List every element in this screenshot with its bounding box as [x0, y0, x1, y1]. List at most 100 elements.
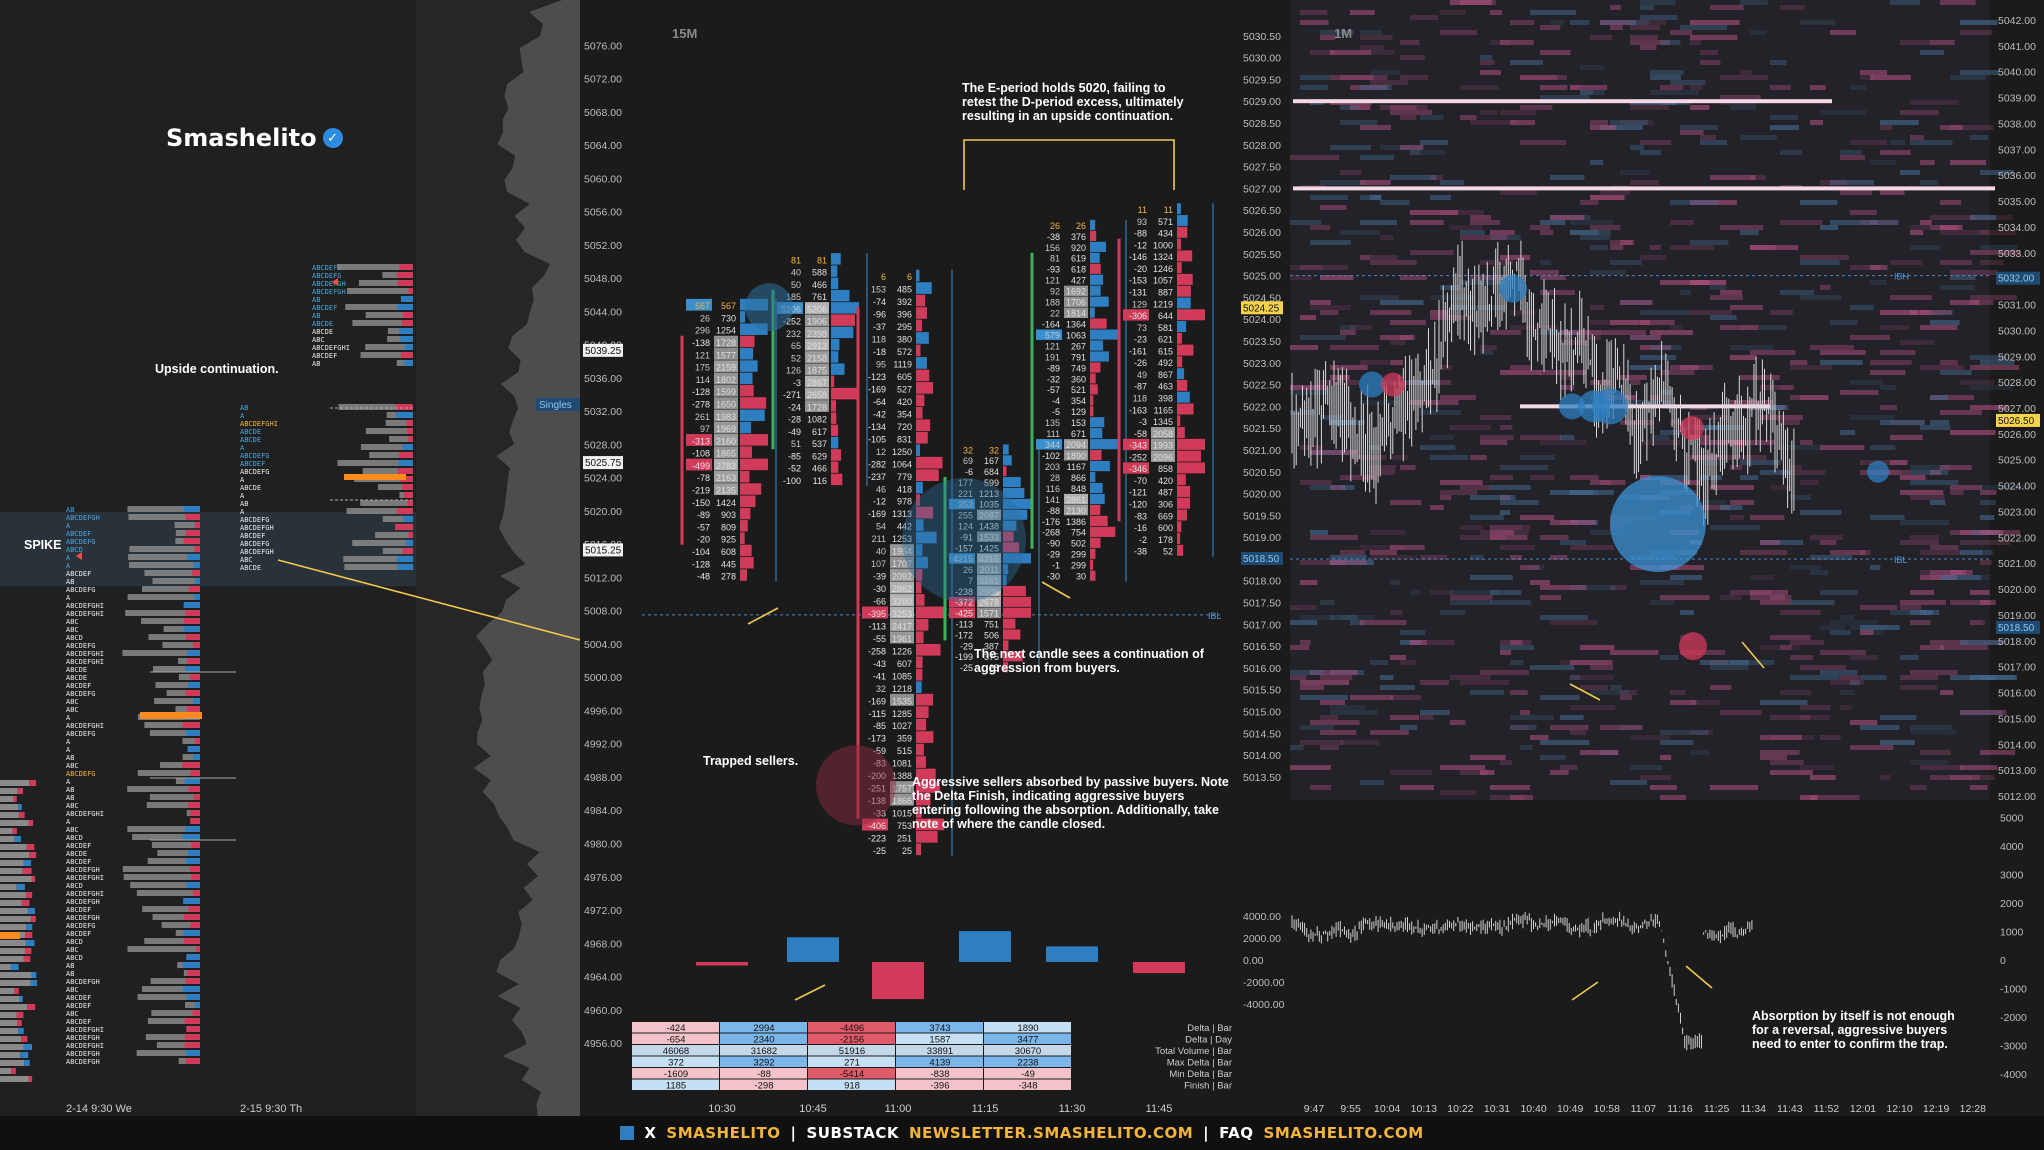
heatmap-cell — [1720, 595, 1742, 600]
delta-highlight — [1123, 438, 1149, 451]
stats-value: 271 — [844, 1058, 860, 1069]
heatmap-cell — [1860, 220, 1898, 225]
profile-bar — [0, 1076, 29, 1082]
heatmap-cell — [1330, 485, 1346, 490]
profile-delta-bar — [31, 876, 36, 882]
heatmap-cell — [1910, 725, 1952, 730]
heatmap-cell — [1580, 645, 1615, 650]
heatmap-cell — [1780, 470, 1826, 475]
heatmap-cell — [1290, 765, 1331, 770]
cell-volume: 751 — [984, 619, 999, 629]
heatmap-cell — [1440, 790, 1477, 795]
price-tick-label: 5064.00 — [584, 140, 622, 152]
tpo-letters: ABCDE — [66, 674, 87, 682]
heatmap-cell — [1950, 430, 1996, 435]
price-tick-label: 5015.00 — [1243, 707, 1281, 719]
tpo-letters: A — [66, 714, 71, 722]
heatmap-cell — [1970, 385, 2013, 390]
profile-bar — [337, 460, 413, 466]
cell-volume: 1285 — [892, 709, 912, 719]
cell-volume: 537 — [812, 439, 827, 449]
tpo-letters: ABCDE — [312, 320, 333, 328]
heatmap-cell — [1490, 330, 1521, 335]
imbalance-bar — [1003, 662, 1009, 673]
stats-row-label: Finish | Bar — [1184, 1081, 1232, 1092]
heatmap-cell — [1660, 755, 1672, 760]
cell-delta: 129 — [1132, 299, 1147, 309]
heatmap-cell — [1480, 260, 1514, 265]
tpo-letters: ABCD — [66, 634, 83, 642]
cell-delta: 255 — [958, 511, 973, 521]
footer-x-handle-link[interactable]: SMASHELITO — [666, 1124, 781, 1142]
heatmap-cell — [1760, 750, 1800, 755]
cell-delta: -100 — [783, 476, 801, 486]
time-label: 10:22 — [1447, 1103, 1473, 1115]
stats-cell — [632, 1022, 719, 1033]
volume-cell — [714, 335, 738, 348]
heatmap-cell — [1640, 475, 1652, 480]
tpo-letters: ABCDE — [66, 850, 87, 858]
tpo-letters: ABC — [66, 698, 79, 706]
profile-delta-bar — [185, 666, 200, 672]
annotation-absorption: Absorption by itself is not enough for a… — [1752, 1009, 1955, 1051]
price-tick-label: 5060.00 — [584, 173, 622, 185]
heatmap-cell — [1940, 465, 1972, 470]
heatmap-cell — [1910, 535, 1940, 540]
cell-volume: 1865 — [716, 449, 736, 459]
heatmap-cell — [1390, 500, 1422, 505]
heatmap-cell — [1810, 795, 1860, 800]
delta-bar — [959, 931, 1011, 962]
profile-delta-bar — [25, 940, 35, 946]
heatmap-cell — [1510, 690, 1528, 695]
heatmap-cell — [1620, 375, 1647, 380]
right-price-tick: 5017.00 — [1998, 662, 2036, 674]
heatmap-cell — [1300, 445, 1323, 450]
heatmap-cell — [1550, 520, 1596, 525]
heatmap-cell — [1870, 370, 1906, 375]
heatmap-cell — [1290, 745, 1304, 750]
cell-volume: 2158 — [807, 353, 827, 363]
heatmap-cell — [1480, 345, 1497, 350]
imbalance-bar — [916, 544, 923, 556]
cell-delta: 232 — [786, 329, 801, 339]
cell-volume: 1253 — [892, 534, 912, 544]
imbalance-bar — [1177, 285, 1191, 297]
footer-substack-link[interactable]: NEWSLETTER.SMASHELITO.COM — [909, 1124, 1194, 1142]
profile-bar — [152, 666, 200, 672]
heatmap-cell — [1540, 535, 1569, 540]
imbalance-bar — [916, 431, 928, 444]
time-label: 11:16 — [1667, 1103, 1693, 1115]
imbalance-bar — [1177, 238, 1181, 250]
heatmap-cell — [1560, 435, 1575, 440]
tpo-letters: ABCDEFGH — [66, 978, 100, 986]
tpo-letters: ABCDE — [240, 436, 261, 444]
heatmap-cell — [1830, 680, 1865, 685]
profile-delta-bar — [27, 908, 35, 914]
heatmap-cell — [1440, 210, 1484, 215]
imbalance-bar — [916, 681, 922, 694]
footer-faq-link[interactable]: SMASHELITO.COM — [1263, 1124, 1424, 1142]
heatmap-cell — [1860, 70, 1888, 75]
heatmap-cell — [1530, 565, 1545, 570]
cell-delta: 261 — [695, 412, 710, 422]
heatmap-cell — [1910, 470, 1949, 475]
heatmap-cell — [1290, 155, 1340, 160]
imbalance-bar — [916, 843, 922, 856]
cell-delta: -29 — [960, 641, 973, 651]
heatmap-cell — [1300, 560, 1346, 565]
price-marker-label: 5026.50 — [1998, 416, 2035, 427]
heatmap-cell — [1650, 90, 1699, 95]
heatmap-cell — [1320, 30, 1354, 35]
profile-delta-bar — [195, 578, 200, 584]
profile-delta-bar — [183, 898, 200, 904]
heatmap-cell — [1300, 580, 1318, 585]
heatmap-cell — [1760, 645, 1800, 650]
imbalance-bar — [916, 793, 931, 806]
price-tick-label: 5068.00 — [584, 107, 622, 119]
absorption-circle — [902, 478, 1026, 602]
cell-volume: 392 — [897, 297, 912, 307]
tpo-letters: ABCDE — [240, 428, 261, 436]
price-tick-label: 5022.00 — [1243, 401, 1281, 413]
price-tick-label: 5024.00 — [1243, 314, 1281, 326]
tpo-letters: ABCDEFG — [240, 516, 270, 524]
